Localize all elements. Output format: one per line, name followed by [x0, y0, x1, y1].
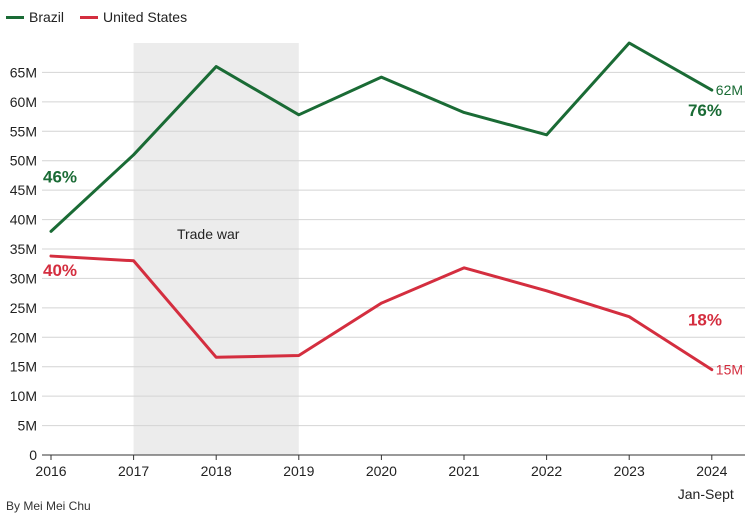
y-tick-label-10M: 10M	[10, 388, 37, 404]
chart-legend: Brazil United States	[6, 9, 187, 25]
legend-label-united-states: United States	[103, 9, 188, 25]
y-tick-label-55M: 55M	[10, 123, 37, 139]
x-tick-label-2018: 2018	[201, 463, 232, 479]
y-tick-label-35M: 35M	[10, 241, 37, 257]
axis-layer: 0 5M 10M 15M 20M 25M 30M 35M 40M 45M 50M 55M 60M 65M 2…	[10, 64, 745, 502]
trade-war-label: Trade war	[177, 226, 240, 242]
legend-swatch-united-states	[80, 15, 99, 19]
y-tick-label-25M: 25M	[10, 300, 37, 316]
x-tick-label-2022: 2022	[531, 463, 562, 479]
y-tick-label-30M: 30M	[10, 270, 37, 286]
legend-item-brazil: Brazil	[6, 9, 64, 25]
start-share-annotation-united-states: 40%	[43, 261, 77, 280]
y-tick-label-45M: 45M	[10, 182, 37, 198]
x-tick-label-2024: 2024	[696, 463, 727, 479]
annotation-layer: 62M 46% 76% 15M 40% 18%	[43, 82, 743, 378]
x-tick-label-2017: 2017	[118, 463, 149, 479]
y-tick-label-20M: 20M	[10, 329, 37, 345]
y-tick-label-0: 0	[29, 447, 37, 463]
x-tick-label-2023: 2023	[614, 463, 645, 479]
y-tick-label-50M: 50M	[10, 153, 37, 169]
legend-swatch-brazil	[6, 15, 24, 19]
end-share-annotation-brazil: 76%	[688, 101, 722, 120]
x-tick-sublabel-2024: Jan-Sept	[678, 486, 734, 502]
legend-label-brazil: Brazil	[29, 9, 65, 25]
x-tick-label-2016: 2016	[35, 463, 66, 479]
start-share-annotation-brazil: 46%	[43, 167, 77, 186]
gridlines-layer	[42, 71, 745, 427]
end-value-label-united-states: 15M	[716, 362, 743, 378]
y-tick-label-15M: 15M	[10, 359, 37, 375]
end-share-annotation-united-states: 18%	[688, 311, 722, 330]
x-tick-label-2021: 2021	[448, 463, 479, 479]
x-tick-label-2019: 2019	[283, 463, 314, 479]
legend-item-united-states: United States	[80, 9, 187, 25]
end-value-label-brazil: 62M	[716, 82, 743, 98]
byline: By Mei Mei Chu	[6, 499, 91, 513]
y-tick-label-65M: 65M	[10, 64, 37, 80]
y-tick-label-60M: 60M	[10, 94, 37, 110]
y-tick-label-40M: 40M	[10, 212, 37, 228]
x-tick-label-2020: 2020	[366, 463, 397, 479]
series-layer	[49, 41, 714, 372]
y-tick-label-5M: 5M	[18, 418, 37, 434]
